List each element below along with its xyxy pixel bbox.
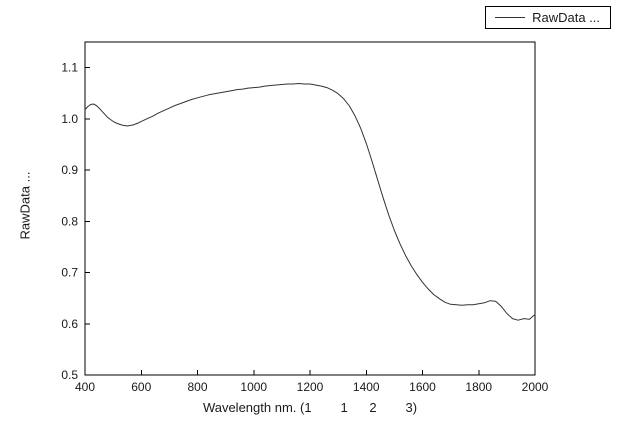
legend: RawData ... xyxy=(485,6,611,29)
x-axis-title: Wavelength nm. (1 1 2 3) xyxy=(202,400,418,415)
y-axis-title: RawData ... xyxy=(17,171,33,240)
y-tick-label: 0.6 xyxy=(61,317,78,331)
x-tick-label: 1200 xyxy=(297,380,324,394)
x-tick-label: 1000 xyxy=(240,380,267,394)
x-tick-label: 1600 xyxy=(409,380,436,394)
x-tick-label: 800 xyxy=(187,380,207,394)
y-tick-label: 0.8 xyxy=(61,214,78,228)
legend-line-sample xyxy=(495,17,526,18)
y-tick-label: 1.0 xyxy=(61,112,78,126)
legend-label: RawData ... xyxy=(532,10,600,25)
x-tick-label: 1400 xyxy=(353,380,380,394)
x-tick-label: 600 xyxy=(131,380,151,394)
y-tick-label: 0.9 xyxy=(61,163,78,177)
y-tick-label: 0.7 xyxy=(61,266,78,280)
x-tick-label: 2000 xyxy=(522,380,549,394)
y-tick-label: 0.5 xyxy=(61,368,78,382)
x-tick-label: 400 xyxy=(75,380,95,394)
axis-frame xyxy=(84,41,536,376)
x-tick-label: 1800 xyxy=(465,380,492,394)
y-tick-label: 1.1 xyxy=(61,61,78,75)
series-line xyxy=(84,83,536,321)
